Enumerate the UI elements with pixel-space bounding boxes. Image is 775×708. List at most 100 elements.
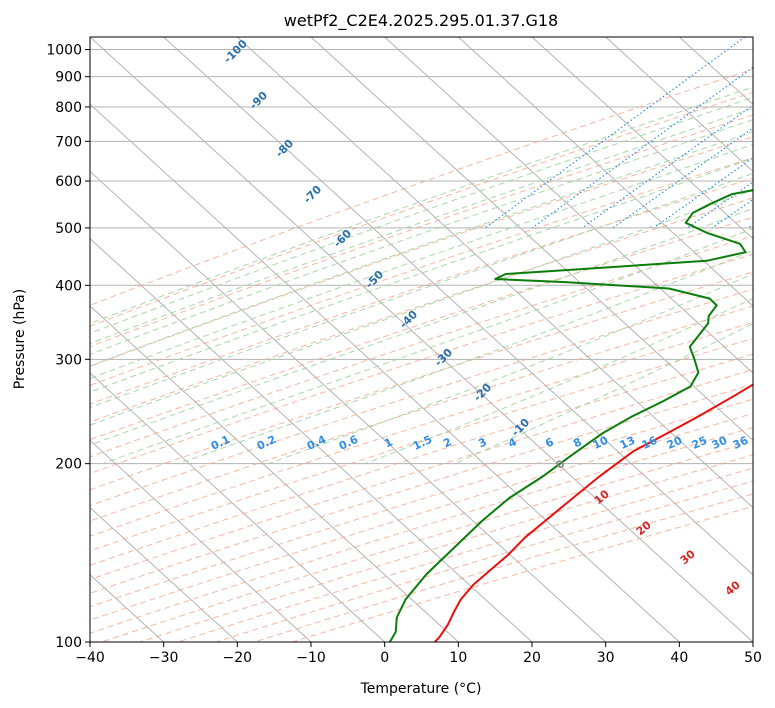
isotherm-label: -40 xyxy=(397,308,420,331)
isotherm-line xyxy=(90,439,312,642)
chart-title: wetPf2_C2E4.2025.295.01.37.G18 xyxy=(284,11,558,31)
moist-adiabat-line xyxy=(90,207,753,446)
mixing-ratio-line xyxy=(531,66,753,229)
moist-adiabat-line xyxy=(90,172,753,409)
isotherm-label: -50 xyxy=(363,268,386,291)
x-axis-label: Temperature (°C) xyxy=(360,681,482,697)
x-tick-label: 30 xyxy=(597,650,615,666)
mixing-ratio-label: 20 xyxy=(665,434,685,452)
moist-adiabat-line xyxy=(90,143,753,379)
isotherm-line xyxy=(90,103,680,642)
dry-adiabat-label: 40 xyxy=(723,578,743,598)
mixing-ratio-label: 13 xyxy=(618,434,637,452)
axes: −40 −30 −20 −10 0 10 20 30 40 5010020030040050060… xyxy=(46,43,762,666)
moist-adiabat-line xyxy=(90,96,753,334)
isotherm-label: -60 xyxy=(331,227,354,250)
isotherm-line xyxy=(163,37,753,576)
mixing-ratio-label: 10 xyxy=(591,434,611,452)
data-series xyxy=(388,189,753,642)
isotherm-line xyxy=(90,305,459,642)
dry-adiabat-line xyxy=(90,216,753,441)
isotherm-line xyxy=(752,37,753,38)
mixing-ratio-label: 0.4 xyxy=(305,433,328,453)
dry-adiabat-line xyxy=(254,493,753,642)
dry-adiabat-line xyxy=(90,271,753,491)
mixing-ratio-label: 3 xyxy=(476,435,488,450)
dry-adiabat-label: 30 xyxy=(678,547,698,567)
x-tick-label: 50 xyxy=(744,650,762,666)
mixing-ratio-line xyxy=(581,104,753,229)
isotherm-line xyxy=(605,37,753,173)
mixing-ratio-label: 25 xyxy=(690,434,709,452)
x-tick-label: −30 xyxy=(149,650,179,666)
x-tick-label: 0 xyxy=(380,650,389,666)
moist-adiabat-line xyxy=(90,86,753,325)
y-tick-label: 400 xyxy=(55,278,82,294)
moist-adiabat-line xyxy=(102,227,753,465)
isotherm-line xyxy=(90,372,386,642)
dry-adiabat-line xyxy=(90,321,753,537)
moist-adiabat-line xyxy=(90,119,753,355)
dry-adiabat-line xyxy=(90,369,753,580)
mixing-ratio-label: 16 xyxy=(640,434,660,452)
isotherm-line xyxy=(90,237,533,642)
isotherm-label: -20 xyxy=(471,381,494,404)
isotherm-line xyxy=(90,506,238,642)
moist-adiabat-line xyxy=(178,249,753,465)
isotherm-label: -90 xyxy=(247,89,270,112)
mixing-ratio-label: 30 xyxy=(710,434,730,452)
y-tick-label: 200 xyxy=(55,457,82,473)
mixing-ratio-label: 6 xyxy=(543,435,556,450)
isotherm-line xyxy=(457,37,753,307)
dewpoint-line xyxy=(388,189,753,642)
mixing-ratio-label: 36 xyxy=(731,434,751,452)
x-tick-label: 20 xyxy=(523,650,541,666)
isotherm-line xyxy=(236,37,753,509)
dry-adiabat-line xyxy=(90,177,753,405)
isotherm-line xyxy=(310,37,753,442)
dry-adiabat-line xyxy=(90,305,753,522)
dry-adiabat-line xyxy=(292,505,753,642)
plot-frame xyxy=(89,36,754,643)
temperature-line xyxy=(434,383,753,642)
isotherm-label: -30 xyxy=(432,346,455,369)
x-tick-label: −10 xyxy=(296,650,326,666)
moist-adiabat-line xyxy=(90,189,753,426)
y-tick-label: 300 xyxy=(55,352,82,368)
isotherm-label: -100 xyxy=(221,37,250,66)
background-lines xyxy=(90,37,753,642)
mixing-ratio-label: 2 xyxy=(441,435,453,450)
x-tick-label: −40 xyxy=(75,650,105,666)
moist-adiabat-line xyxy=(90,131,753,367)
mixing-ratio-line xyxy=(747,223,753,229)
isotherm-line xyxy=(384,37,753,374)
y-tick-label: 700 xyxy=(55,134,82,150)
moist-adiabat-line xyxy=(454,323,753,465)
mixing-ratio-line xyxy=(653,157,753,229)
moist-adiabat-line xyxy=(90,157,753,393)
y-tick-label: 500 xyxy=(55,221,82,237)
mixing-ratio-line xyxy=(687,181,753,229)
isotherm-label: -70 xyxy=(301,183,324,206)
line-labels: 0.1 0.2 0.4 0.6 1 1.5 2 3 4 6 8 10 13 16 20 25 30 36-100-… xyxy=(209,37,751,598)
x-tick-label: 10 xyxy=(449,650,467,666)
isotherm-line xyxy=(90,170,607,642)
dry-adiabat-line xyxy=(90,114,753,348)
dry-adiabat-line xyxy=(90,427,753,634)
dry-adiabat-line xyxy=(90,68,753,306)
mixing-ratio-label: 1.5 xyxy=(411,433,434,453)
x-tick-label: 40 xyxy=(670,650,688,666)
dry-adiabat-line xyxy=(90,353,753,566)
y-tick-label: 800 xyxy=(55,100,82,116)
dry-adiabat-label: 10 xyxy=(592,487,612,507)
moist-adiabat-line xyxy=(90,107,753,345)
mixing-ratio-line xyxy=(484,37,746,229)
moist-adiabat-line xyxy=(365,297,753,465)
y-tick-label: 100 xyxy=(55,635,82,651)
y-tick-label: 1000 xyxy=(46,43,82,59)
y-tick-label: 900 xyxy=(55,70,82,86)
y-axis-label: Pressure (hPa) xyxy=(12,289,28,389)
mixing-ratio-label: 0.1 xyxy=(209,433,232,453)
isotherm-line xyxy=(90,37,753,642)
